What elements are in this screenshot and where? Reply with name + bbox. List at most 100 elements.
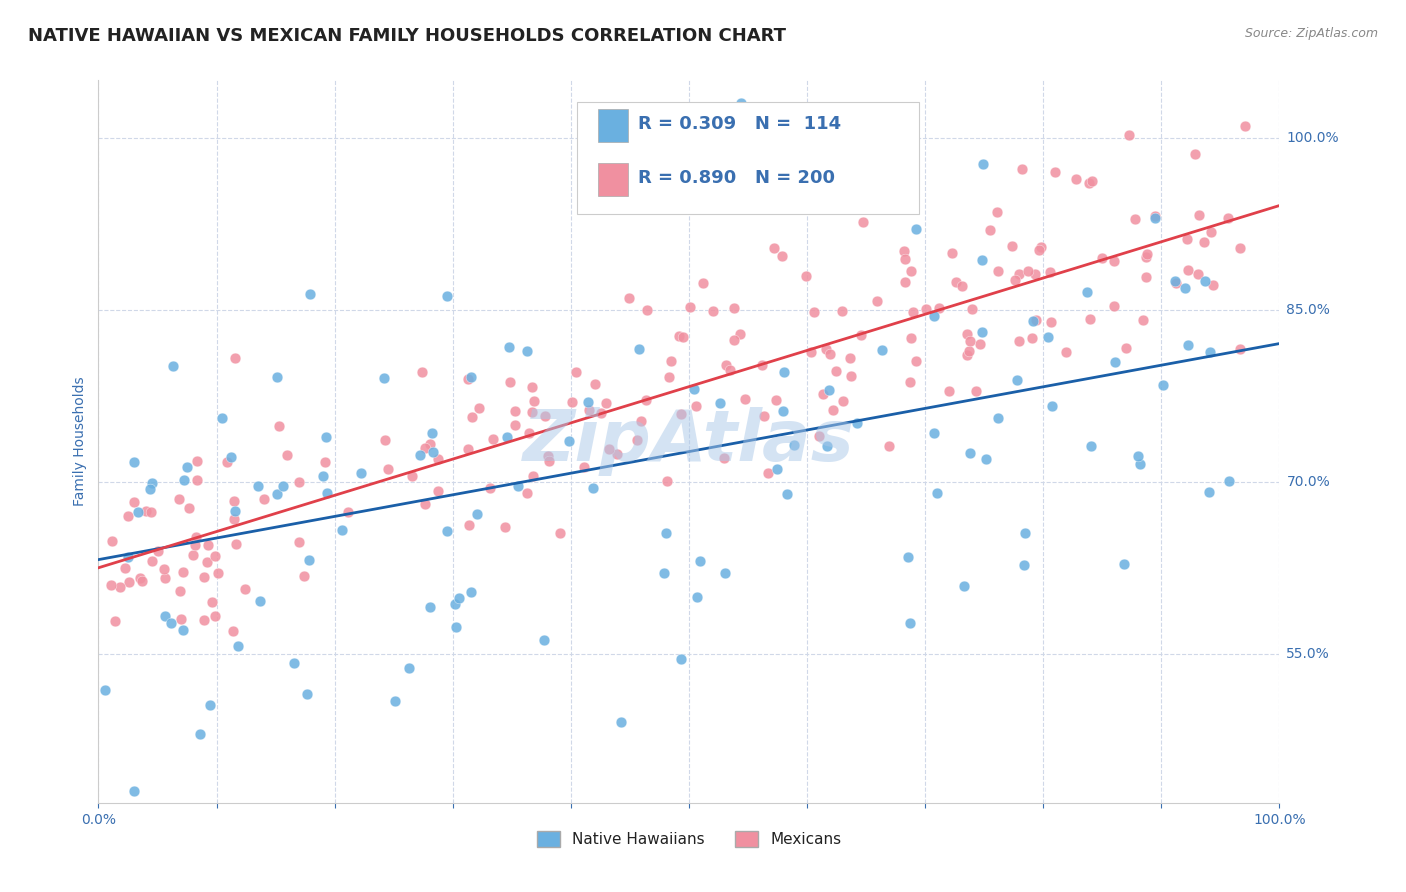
Native Hawaiians: [349, 466, 371, 480]
Native Hawaiians: [373, 371, 395, 385]
Y-axis label: Family Households: Family Households: [73, 376, 87, 507]
Mexicans: [713, 451, 735, 466]
Text: NATIVE HAWAIIAN VS MEXICAN FAMILY HOUSEHOLDS CORRELATION CHART: NATIVE HAWAIIAN VS MEXICAN FAMILY HOUSEH…: [28, 27, 786, 45]
Mexicans: [668, 329, 690, 343]
Mexicans: [457, 371, 479, 385]
Mexicans: [419, 437, 441, 451]
Native Hawaiians: [1112, 557, 1135, 571]
Mexicans: [1066, 172, 1088, 186]
Mexicans: [658, 369, 681, 384]
Native Hawaiians: [316, 485, 339, 500]
Native Hawaiians: [846, 416, 869, 430]
Native Hawaiians: [1126, 449, 1149, 463]
Native Hawaiians: [315, 430, 337, 444]
Mexicans: [377, 462, 399, 476]
Mexicans: [108, 580, 131, 594]
Mexicans: [928, 301, 950, 316]
Native Hawaiians: [1021, 314, 1043, 328]
Mexicans: [839, 369, 862, 384]
Mexicans: [756, 467, 779, 481]
Native Hawaiians: [683, 383, 706, 397]
Mexicans: [1233, 119, 1256, 133]
Legend: Native Hawaiians, Mexicans: Native Hawaiians, Mexicans: [530, 825, 848, 853]
Mexicans: [957, 344, 980, 359]
Mexicans: [426, 483, 449, 498]
Native Hawaiians: [271, 478, 294, 492]
Native Hawaiians: [127, 505, 149, 519]
Native Hawaiians: [1040, 400, 1063, 414]
Native Hawaiians: [141, 475, 163, 490]
Native Hawaiians: [283, 656, 305, 670]
Native Hawaiians: [897, 550, 920, 565]
Native Hawaiians: [776, 487, 799, 501]
Mexicans: [723, 333, 745, 347]
Native Hawaiians: [508, 479, 530, 493]
Mexicans: [1102, 254, 1125, 268]
Mexicans: [1123, 212, 1146, 227]
Mexicans: [100, 534, 122, 549]
Native Hawaiians: [312, 469, 335, 483]
Mexicans: [1175, 232, 1198, 246]
Text: Source: ZipAtlas.com: Source: ZipAtlas.com: [1244, 27, 1378, 40]
Mexicans: [589, 406, 612, 420]
Native Hawaiians: [419, 599, 441, 614]
Mexicans: [1039, 265, 1062, 279]
Mexicans: [1021, 331, 1043, 345]
Text: 100.0%: 100.0%: [1286, 130, 1339, 145]
Mexicans: [152, 562, 174, 576]
Mexicans: [222, 624, 245, 638]
Native Hawaiians: [872, 343, 894, 357]
Native Hawaiians: [686, 591, 709, 605]
Mexicans: [823, 402, 845, 417]
Native Hawaiians: [211, 411, 233, 425]
Native Hawaiians: [898, 615, 921, 630]
Mexicans: [1136, 246, 1159, 260]
Native Hawaiians: [783, 438, 806, 452]
Mexicans: [636, 392, 658, 407]
Mexicans: [965, 384, 987, 398]
FancyBboxPatch shape: [576, 102, 920, 214]
Mexicans: [765, 392, 787, 407]
Native Hawaiians: [953, 579, 976, 593]
Native Hawaiians: [1143, 211, 1166, 225]
Native Hawaiians: [266, 369, 288, 384]
Native Hawaiians: [139, 482, 162, 496]
Native Hawaiians: [117, 549, 139, 564]
Mexicans: [170, 612, 193, 626]
Native Hawaiians: [676, 115, 699, 129]
Native Hawaiians: [200, 698, 222, 712]
Mexicans: [122, 495, 145, 509]
Mexicans: [401, 468, 423, 483]
Mexicans: [179, 501, 201, 516]
Native Hawaiians: [689, 554, 711, 568]
Mexicans: [751, 358, 773, 372]
Native Hawaiians: [188, 727, 211, 741]
Native Hawaiians: [297, 553, 319, 567]
Mexicans: [288, 475, 311, 489]
Mexicans: [131, 574, 153, 588]
Mexicans: [148, 544, 170, 558]
Text: 85.0%: 85.0%: [1286, 302, 1330, 317]
Mexicans: [894, 275, 917, 289]
Mexicans: [100, 578, 122, 592]
Native Hawaiians: [970, 325, 993, 339]
Mexicans: [499, 375, 522, 389]
Mexicans: [523, 393, 546, 408]
Mexicans: [1102, 299, 1125, 313]
Mexicans: [195, 555, 218, 569]
Native Hawaiians: [1198, 344, 1220, 359]
FancyBboxPatch shape: [598, 163, 627, 196]
Mexicans: [838, 351, 860, 365]
Mexicans: [503, 418, 526, 433]
Mexicans: [1144, 210, 1167, 224]
Mexicans: [685, 399, 707, 413]
Native Hawaiians: [420, 425, 443, 440]
Mexicans: [478, 481, 501, 495]
Mexicans: [135, 504, 157, 518]
Native Hawaiians: [219, 450, 242, 465]
Mexicans: [153, 571, 176, 585]
Mexicans: [184, 530, 207, 544]
Mexicans: [754, 409, 776, 424]
Native Hawaiians: [766, 461, 789, 475]
Mexicans: [235, 582, 257, 596]
